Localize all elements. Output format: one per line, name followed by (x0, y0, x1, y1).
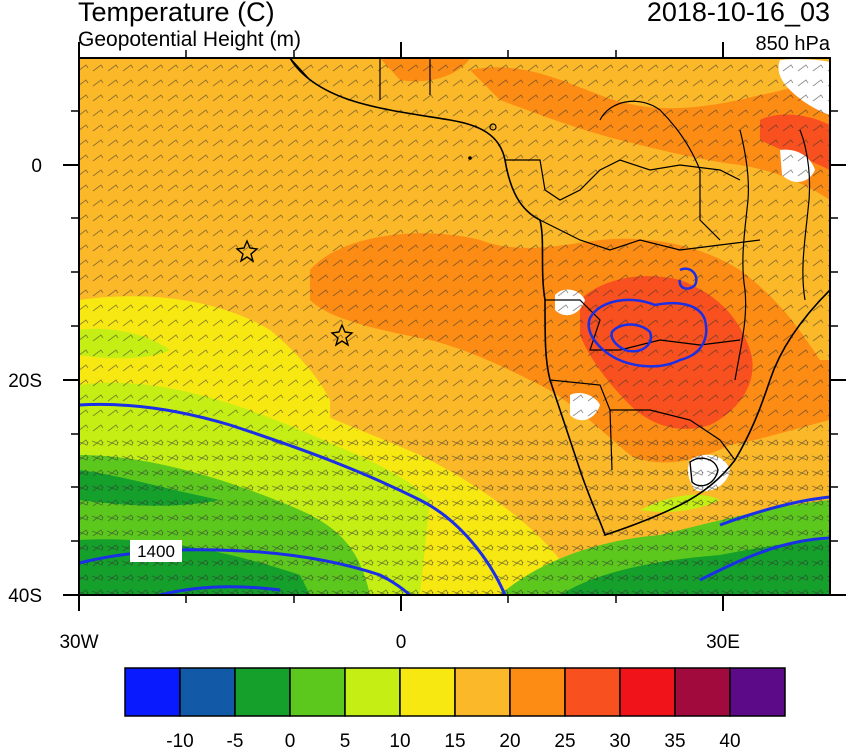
colorbar-swatch (619, 667, 676, 717)
colorbar-label: 35 (664, 731, 685, 750)
map-field: 1400 (79, 58, 830, 595)
country-border (799, 129, 811, 301)
colorbar-swatch (509, 667, 566, 717)
wind-barbs-south (79, 430, 830, 595)
contour-label-box (130, 540, 182, 562)
island-marker (468, 156, 472, 160)
valid-time: 2018-10-16_03 (646, 0, 830, 27)
height-contour-1420 (79, 402, 507, 595)
colorbar-swatch (289, 667, 346, 717)
colorbar-label: 40 (719, 731, 740, 750)
height-contour-east-2 (719, 495, 830, 527)
colorbar-swatch (179, 667, 236, 717)
x-tick-label: 30E (706, 632, 740, 653)
colorbar-swatch (344, 667, 401, 717)
colorbar-label: 20 (499, 731, 520, 750)
colorbar-swatch (124, 667, 181, 717)
colorbar-swatch (729, 667, 786, 717)
x-tick-label: 30W (59, 632, 98, 653)
colorbar-swatch (399, 667, 456, 717)
country-border (549, 379, 613, 471)
axis-minor-ticks (71, 50, 838, 603)
axis-ticks (63, 42, 846, 611)
contour-label: 1400 (137, 542, 175, 561)
colorbar-label: 10 (389, 731, 410, 750)
y-tick-label: 40S (8, 586, 42, 607)
colorbar-swatch (674, 667, 731, 717)
x-tick-label: 0 (396, 632, 407, 653)
colorbar-label: -5 (227, 731, 244, 750)
country-border (505, 159, 741, 201)
y-tick-label: 0 (31, 156, 42, 177)
country-border (539, 219, 761, 251)
island-marker (235, 239, 259, 263)
colorbar-label: 25 (554, 731, 575, 750)
country-border (289, 58, 431, 100)
colorbar-label: 5 (340, 731, 351, 750)
height-contour-1380 (159, 585, 281, 595)
island-marker (330, 323, 354, 347)
colorbar-swatch (234, 667, 291, 717)
colorbar-label: 30 (609, 731, 630, 750)
island-marker (489, 123, 497, 131)
y-tick-label: 20S (8, 371, 42, 392)
pressure-level: 850 hPa (755, 33, 830, 55)
lesotho-border (689, 457, 719, 487)
colorbar-label: -10 (166, 731, 193, 750)
colorbar-label: 15 (444, 731, 465, 750)
colorbar-swatch (564, 667, 621, 717)
map-subtitle: Geopotential Height (m) (78, 28, 301, 51)
height-contour-low (587, 298, 708, 368)
height-contour-low-inner (610, 323, 653, 353)
height-contour-low-north (678, 267, 698, 290)
colorbar-swatch (454, 667, 511, 717)
country-border (734, 129, 750, 381)
height-contour-east (699, 536, 830, 582)
map-title: Temperature (C) (78, 0, 275, 27)
country-border (610, 409, 736, 461)
colorbar: -10 -5 0 5 10 15 20 25 30 35 40 (124, 667, 786, 750)
country-border (599, 100, 721, 241)
colorbar-label: 0 (285, 731, 296, 750)
